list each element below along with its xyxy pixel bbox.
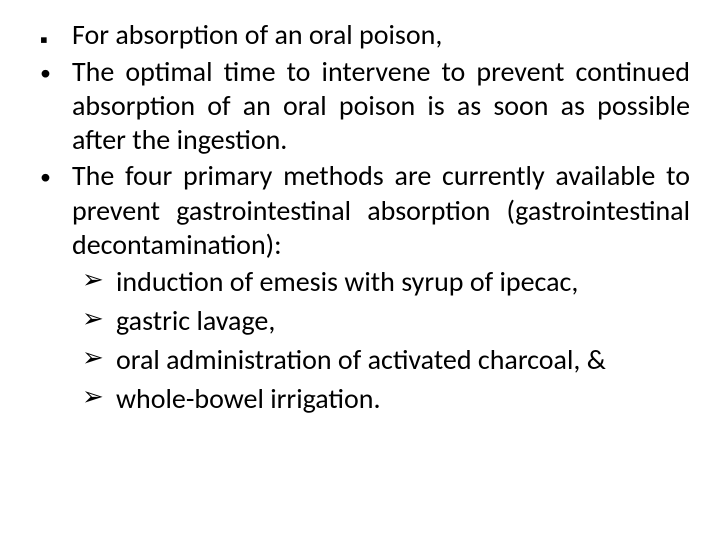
- round-bullet-icon: •: [30, 159, 72, 190]
- sub-list-item: ➢ whole-bowel irrigation.: [82, 381, 690, 416]
- list-item-text: The optimal time to intervene to prevent…: [72, 55, 690, 157]
- sub-list-item-text: gastric lavage,: [116, 303, 690, 338]
- arrow-bullet-icon: ➢: [82, 381, 116, 412]
- sub-list-item: ➢ induction of emesis with syrup of ipec…: [82, 264, 690, 299]
- sub-list-item-text: oral administration of activated charcoa…: [116, 342, 690, 377]
- sub-list-item: ➢ gastric lavage,: [82, 303, 690, 338]
- list-item-text: For absorption of an oral poison,: [72, 18, 690, 52]
- list-item: • The optimal time to intervene to preve…: [30, 55, 690, 157]
- sub-list-item-text: induction of emesis with syrup of ipecac…: [116, 264, 690, 299]
- sub-list-item-text: whole-bowel irrigation.: [116, 381, 690, 416]
- list-item-text: The four primary methods are currently a…: [72, 159, 690, 261]
- square-bullet-icon: ▪: [30, 18, 72, 53]
- sub-list-item: ➢ oral administration of activated charc…: [82, 342, 690, 377]
- arrow-bullet-icon: ➢: [82, 303, 116, 334]
- list-item: ▪ For absorption of an oral poison,: [30, 18, 690, 53]
- round-bullet-icon: •: [30, 55, 72, 86]
- arrow-bullet-icon: ➢: [82, 264, 116, 295]
- arrow-bullet-icon: ➢: [82, 342, 116, 373]
- list-item: • The four primary methods are currently…: [30, 159, 690, 261]
